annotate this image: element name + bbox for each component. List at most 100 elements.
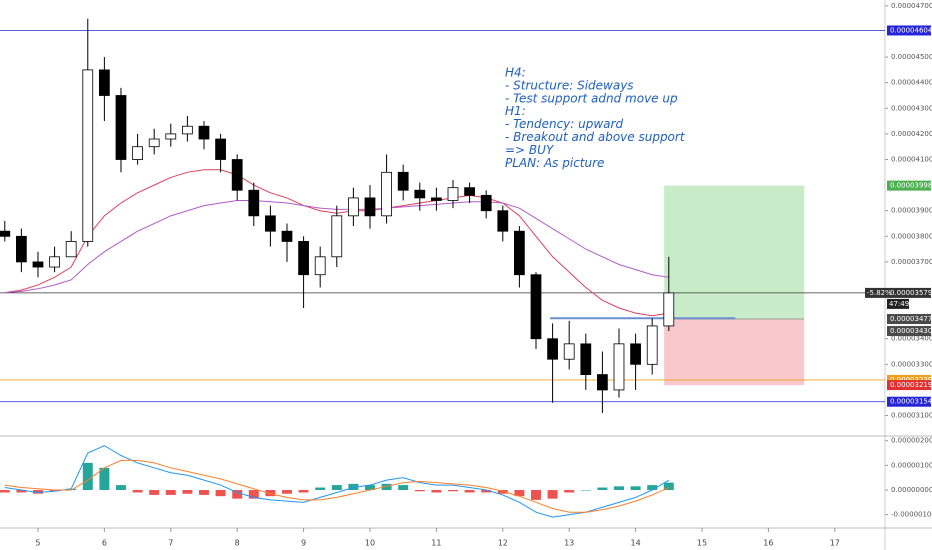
- histogram-bar: [282, 490, 292, 494]
- histogram-bar: [265, 490, 276, 497]
- histogram-bar: [331, 485, 342, 491]
- x-tick-label: 10: [365, 539, 375, 548]
- y-tick-label: 0.00000200: [891, 437, 932, 445]
- histogram-bar: [398, 485, 409, 491]
- histogram-bar: [66, 488, 77, 491]
- y-tick-label: 0.00000100: [891, 461, 932, 469]
- candle-body: [563, 343, 575, 360]
- y-tick-label: 0.00004100: [891, 156, 932, 164]
- annotation: => BUY: [505, 143, 555, 157]
- candle-body: [414, 189, 426, 199]
- candle-body: [480, 194, 492, 212]
- histogram-bar: [16, 490, 27, 493]
- histogram-bar: [132, 490, 143, 493]
- price-tag-label: 0.00003579: [890, 289, 932, 297]
- histogram-bar: [464, 490, 475, 493]
- histogram-bar: [597, 487, 608, 491]
- histogram-bar: [315, 487, 326, 491]
- candle-body: [231, 159, 243, 191]
- histogram-bar: [149, 490, 160, 495]
- price-tag: [887, 180, 931, 191]
- candle-body: [381, 171, 392, 217]
- candle-body: [530, 274, 542, 340]
- candle-body: [115, 95, 127, 160]
- price-tag: [887, 287, 931, 298]
- candle-body: [630, 343, 641, 365]
- histogram-bar: [448, 490, 458, 492]
- histogram-bar: [49, 490, 60, 492]
- candle-body: [397, 171, 409, 191]
- y-tick-label: 0.00003700: [891, 258, 932, 266]
- x-tick-label: 16: [763, 539, 773, 548]
- x-tick-label: 5: [35, 539, 40, 548]
- annotation: - Tendency: upward: [505, 117, 623, 131]
- candle-body: [298, 241, 309, 276]
- candle-body: [132, 146, 143, 160]
- annotation: H1:: [505, 104, 526, 118]
- candle-body: [165, 133, 177, 140]
- candle-body: [82, 69, 94, 242]
- candle-body: [464, 187, 475, 196]
- candle-body: [265, 215, 276, 232]
- histogram-bar: [614, 486, 624, 491]
- candle-body: [281, 230, 293, 242]
- candle-body: [613, 343, 625, 391]
- loss-zone: [664, 319, 805, 386]
- candle-body: [331, 215, 343, 258]
- annotation: H4:: [505, 66, 526, 80]
- candle-body: [514, 230, 525, 276]
- y-tick-label: 0.00000000: [891, 486, 932, 494]
- x-tick-label: 9: [301, 539, 306, 548]
- x-tick-label: 17: [830, 539, 840, 548]
- y-tick-label: 0.00004400: [891, 79, 932, 87]
- candle-body: [663, 292, 675, 327]
- candle-body: [597, 374, 608, 391]
- y-tick-label: 0.00003100: [891, 412, 932, 420]
- histogram-bar: [82, 462, 93, 491]
- price-tag: [887, 314, 931, 325]
- annotation: - Structure: Sideways: [505, 78, 634, 92]
- price-tag: [887, 326, 931, 337]
- candle-body: [49, 256, 60, 268]
- histogram-bar: [547, 490, 558, 499]
- x-tick-label: 8: [235, 539, 240, 548]
- price-tag-label: 0.00003430: [890, 327, 932, 335]
- candle-body: [182, 125, 193, 135]
- price-tag: [887, 380, 931, 391]
- candle-body: [348, 197, 359, 217]
- candle-body: [364, 197, 376, 217]
- y-tick-label: 0.00003400: [891, 335, 932, 343]
- y-tick-label: -0.00000100: [891, 511, 932, 519]
- x-tick-label: 15: [697, 539, 707, 548]
- price-tag: [887, 25, 931, 36]
- price-tag-label: 0.00003477: [890, 315, 932, 323]
- histogram-bar: [215, 490, 226, 497]
- histogram-bar: [182, 490, 193, 494]
- candle-body: [447, 187, 459, 201]
- candle-body: [99, 69, 110, 96]
- histogram-bar: [514, 490, 525, 497]
- candle-body: [646, 325, 658, 365]
- histogram-bar: [381, 483, 392, 491]
- x-tick-label: 6: [102, 539, 107, 548]
- price-tag-label: 0.00003239: [890, 376, 932, 384]
- macd-line: [4, 459, 670, 513]
- candle-body: [65, 241, 77, 258]
- annotation: - Test support adnd move up: [505, 91, 678, 105]
- histogram-bar: [33, 490, 43, 494]
- histogram-bar: [99, 467, 110, 491]
- histogram-bar: [531, 490, 541, 500]
- histogram-bar: [630, 486, 641, 491]
- change-label: -5.82%: [867, 289, 892, 297]
- price-tag-label: 0.00003998: [890, 182, 932, 190]
- profit-zone: [664, 185, 805, 320]
- countdown-label: 47:49: [889, 300, 909, 308]
- x-tick-label: 7: [168, 539, 173, 548]
- y-tick-label: 0.00004700: [891, 2, 932, 10]
- histogram-bar: [497, 490, 508, 494]
- price-tag-label: 0.00004604: [890, 26, 932, 34]
- y-tick-label: 0.00004200: [891, 130, 932, 138]
- candle-body: [32, 261, 44, 268]
- candle-body: [16, 235, 27, 263]
